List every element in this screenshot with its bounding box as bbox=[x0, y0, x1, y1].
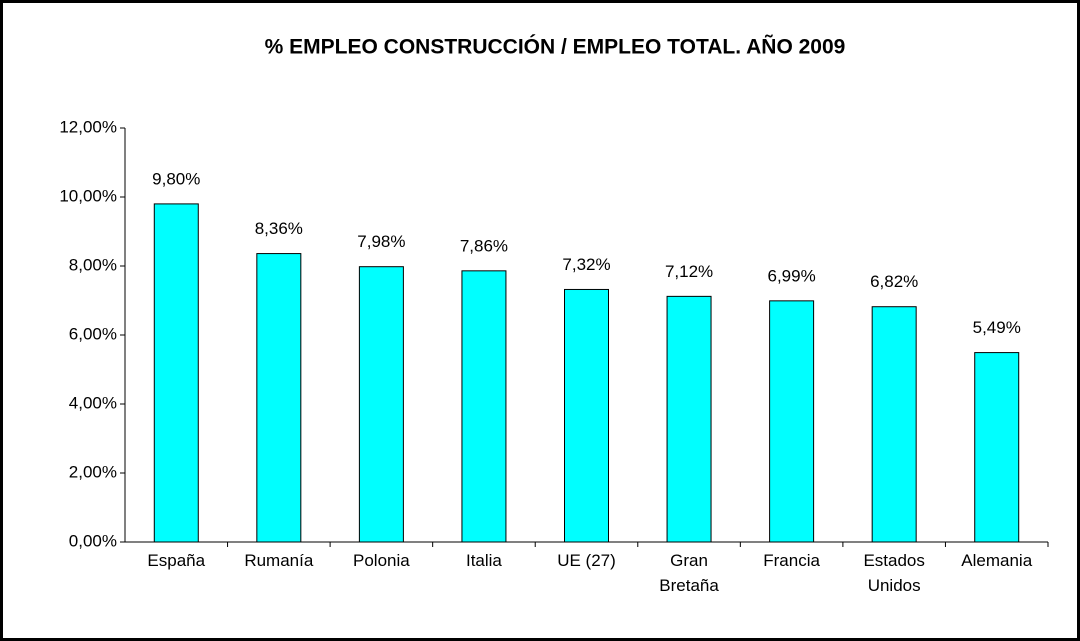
data-label: 5,49% bbox=[973, 318, 1021, 337]
chart-title: % EMPLEO CONSTRUCCIÓN / EMPLEO TOTAL. AÑ… bbox=[265, 35, 846, 59]
bar bbox=[358, 266, 404, 543]
x-tick-label: Gran Bretaña bbox=[659, 551, 719, 595]
x-tick-label: Italia bbox=[465, 551, 502, 570]
data-label: 9,80% bbox=[152, 169, 200, 188]
bar bbox=[153, 203, 199, 543]
x-tick-label: Rumanía bbox=[244, 551, 314, 570]
y-tick-label: 6,00% bbox=[69, 324, 117, 343]
data-label: 6,99% bbox=[768, 266, 816, 285]
y-tick-label: 10,00% bbox=[59, 186, 117, 205]
bar bbox=[666, 295, 712, 543]
data-label: 6,82% bbox=[870, 272, 918, 291]
x-tick-label: Polonia bbox=[353, 551, 410, 570]
bar bbox=[871, 306, 917, 543]
x-tick-label: Francia bbox=[763, 551, 820, 570]
y-tick-label: 2,00% bbox=[69, 462, 117, 481]
bar bbox=[564, 288, 609, 543]
bar bbox=[974, 352, 1020, 543]
y-tick-label: 4,00% bbox=[69, 393, 117, 412]
x-tick-label: Alemania bbox=[961, 551, 1033, 570]
data-label: 7,86% bbox=[460, 236, 508, 255]
y-tick-label: 0,00% bbox=[69, 531, 117, 550]
bar bbox=[461, 270, 507, 543]
bar bbox=[256, 253, 302, 543]
x-tick-label: UE (27) bbox=[557, 551, 616, 570]
data-label: 8,36% bbox=[255, 219, 303, 238]
data-label: 7,98% bbox=[357, 232, 405, 251]
x-tick-label: España bbox=[147, 551, 206, 570]
data-label: 7,12% bbox=[665, 262, 713, 281]
y-tick-label: 8,00% bbox=[69, 255, 117, 274]
bar bbox=[769, 300, 815, 543]
x-tick-label: Estados Unidos bbox=[863, 551, 925, 595]
data-label: 7,32% bbox=[562, 255, 610, 274]
y-tick-label: 12,00% bbox=[59, 117, 117, 136]
